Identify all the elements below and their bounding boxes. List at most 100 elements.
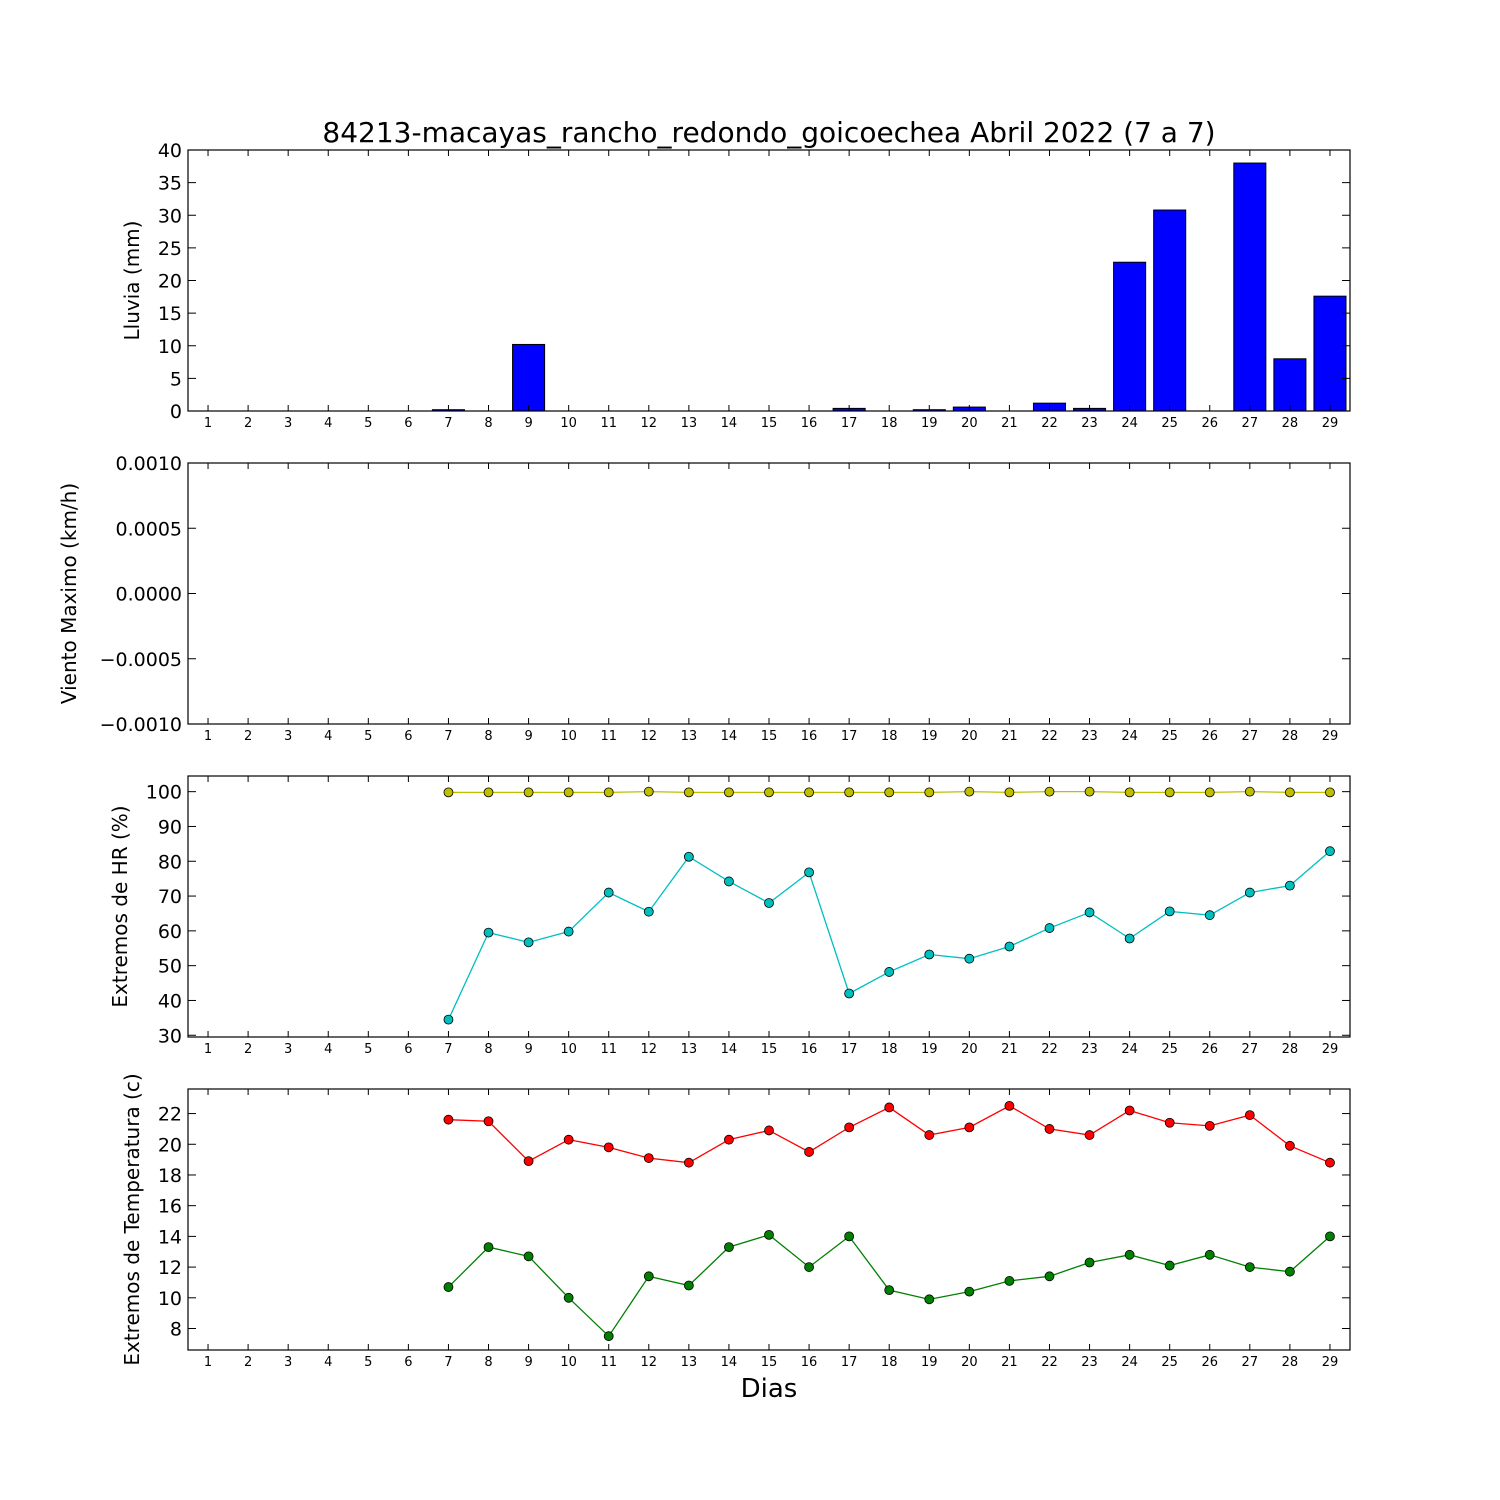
point-day-23: [1084, 1130, 1095, 1140]
series-hr-0: [443, 786, 1335, 798]
x-tick-label: 10: [560, 1355, 577, 1370]
x-tick-label: 3: [284, 416, 292, 431]
x-tick-label: 12: [641, 1042, 658, 1057]
x-tick-label: 17: [841, 1042, 858, 1057]
y-tick-label: 20: [158, 271, 182, 293]
x-tick-label: 20: [961, 416, 978, 431]
x-tick-label: 4: [324, 729, 332, 744]
x-axis-hr: 1 2 3 4 5 6 7 8 9 10 11 12 13 14 15 16 17 18 19 20 21 22 23 24 2…: [204, 776, 1338, 1057]
panel-hr: 1 2 3 4 5 6 7 8 9 10 11 12 13 14 15 16 17 18 19 20 21 22 23 24 2…: [108, 775, 1351, 1057]
x-tick-label: 16: [801, 1355, 818, 1370]
y-axis-title-viento: Viento Maximo (km/h): [57, 483, 81, 704]
x-tick-label: 1: [204, 729, 212, 744]
point-day-19: [924, 787, 935, 798]
x-tick-label: 4: [324, 1042, 332, 1057]
x-tick-label: 21: [1001, 729, 1018, 744]
point-day-16: [804, 1262, 814, 1272]
point-day-28: [1284, 880, 1295, 891]
x-tick-label: 25: [1161, 729, 1178, 744]
x-tick-label: 26: [1201, 1042, 1218, 1057]
point-day-19: [924, 949, 935, 960]
point-day-10: [563, 787, 574, 798]
point-day-8: [483, 1116, 494, 1127]
point-day-8: [483, 787, 494, 798]
point-day-24: [1124, 933, 1135, 944]
point-day-10: [563, 1292, 574, 1303]
x-tick-label: 3: [284, 729, 292, 744]
point-day-13: [683, 1280, 694, 1291]
x-tick-label: 9: [524, 729, 532, 744]
x-tick-label: 6: [404, 416, 412, 431]
x-tick-label: 16: [801, 1042, 818, 1057]
point-day-28: [1284, 1266, 1295, 1277]
bar-day-9: [512, 343, 546, 412]
point-day-12: [643, 1271, 654, 1282]
y-tick-label: 5: [170, 368, 182, 390]
point-day-28: [1284, 787, 1295, 798]
x-tick-label: 23: [1081, 1042, 1098, 1057]
point-day-25: [1164, 787, 1175, 798]
point-day-12: [643, 906, 654, 917]
x-tick-label: 24: [1121, 1042, 1138, 1057]
x-tick-label: 18: [881, 729, 898, 744]
x-tick-label: 28: [1282, 1042, 1299, 1057]
figure-title: 84213-macayas_rancho_redondo_goicoechea …: [322, 116, 1215, 149]
point-day-7: [443, 1014, 454, 1025]
y-tick-label: 0.0005: [116, 518, 182, 540]
x-tick-label: 17: [841, 416, 858, 431]
x-tick-label: 9: [524, 416, 532, 431]
point-day-27: [1244, 786, 1255, 797]
x-tick-label: 5: [364, 1355, 372, 1370]
point-day-25: [1164, 906, 1175, 917]
y-tick-label: 50: [158, 956, 182, 978]
point-day-21: [1004, 787, 1015, 798]
y-axis-lluvia: 0 5 10 15 20 25 30 35 40: [158, 140, 1350, 423]
point-day-29: [1325, 846, 1335, 857]
y-axis-viento: −0.0010 −0.0005 0.0000 0.0005 0.0010: [100, 453, 1350, 736]
x-tick-label: 20: [961, 1042, 978, 1057]
point-day-24: [1124, 1249, 1135, 1260]
x-tick-label: 9: [524, 1355, 532, 1370]
point-day-22: [1044, 786, 1055, 797]
bar-day-28: [1273, 358, 1307, 412]
x-tick-label: 8: [484, 729, 492, 744]
x-tick-label: 1: [204, 416, 212, 431]
y-tick-label: 22: [158, 1104, 182, 1126]
x-tick-label: 16: [801, 416, 818, 431]
x-tick-label: 21: [1001, 416, 1018, 431]
x-tick-label: 10: [560, 729, 577, 744]
x-tick-label: 28: [1282, 416, 1299, 431]
x-tick-label: 10: [560, 416, 577, 431]
point-day-27: [1244, 887, 1255, 898]
x-tick-label: 14: [721, 1042, 738, 1057]
y-axis-title-temperatura: Extremos de Temperatura (c): [120, 1073, 144, 1365]
point-day-14: [724, 787, 734, 798]
point-day-20: [964, 1122, 975, 1133]
x-tick-label: 25: [1161, 416, 1178, 431]
panel-viento: 1 2 3 4 5 6 7 8 9 10 11 12 13 14 15 16 17 18 19 20 21 22 23 24 2…: [57, 453, 1351, 744]
x-tick-label: 1: [204, 1355, 212, 1370]
point-day-15: [764, 1125, 774, 1136]
point-day-26: [1204, 910, 1215, 921]
point-day-28: [1284, 1140, 1295, 1151]
x-tick-label: 17: [841, 729, 858, 744]
point-day-18: [884, 1285, 895, 1296]
y-tick-label: 14: [158, 1226, 182, 1248]
x-tick-label: 24: [1121, 729, 1138, 744]
x-tick-label: 10: [560, 1042, 577, 1057]
point-day-21: [1004, 1100, 1015, 1111]
y-tick-label: 0.0010: [116, 453, 182, 475]
x-tick-label: 8: [484, 416, 492, 431]
series-temperatura-1: [443, 1229, 1335, 1342]
x-axis-title: Dias: [741, 1374, 798, 1404]
x-tick-label: 11: [600, 416, 617, 431]
point-day-17: [844, 1231, 855, 1242]
point-day-26: [1204, 1120, 1215, 1131]
x-tick-label: 8: [484, 1042, 492, 1057]
x-tick-label: 23: [1081, 416, 1098, 431]
y-axis-title-hr: Extremos de HR (%): [108, 805, 132, 1007]
x-tick-label: 13: [681, 1355, 698, 1370]
point-day-9: [523, 937, 534, 948]
x-tick-label: 15: [761, 1355, 778, 1370]
point-day-25: [1164, 1117, 1175, 1128]
